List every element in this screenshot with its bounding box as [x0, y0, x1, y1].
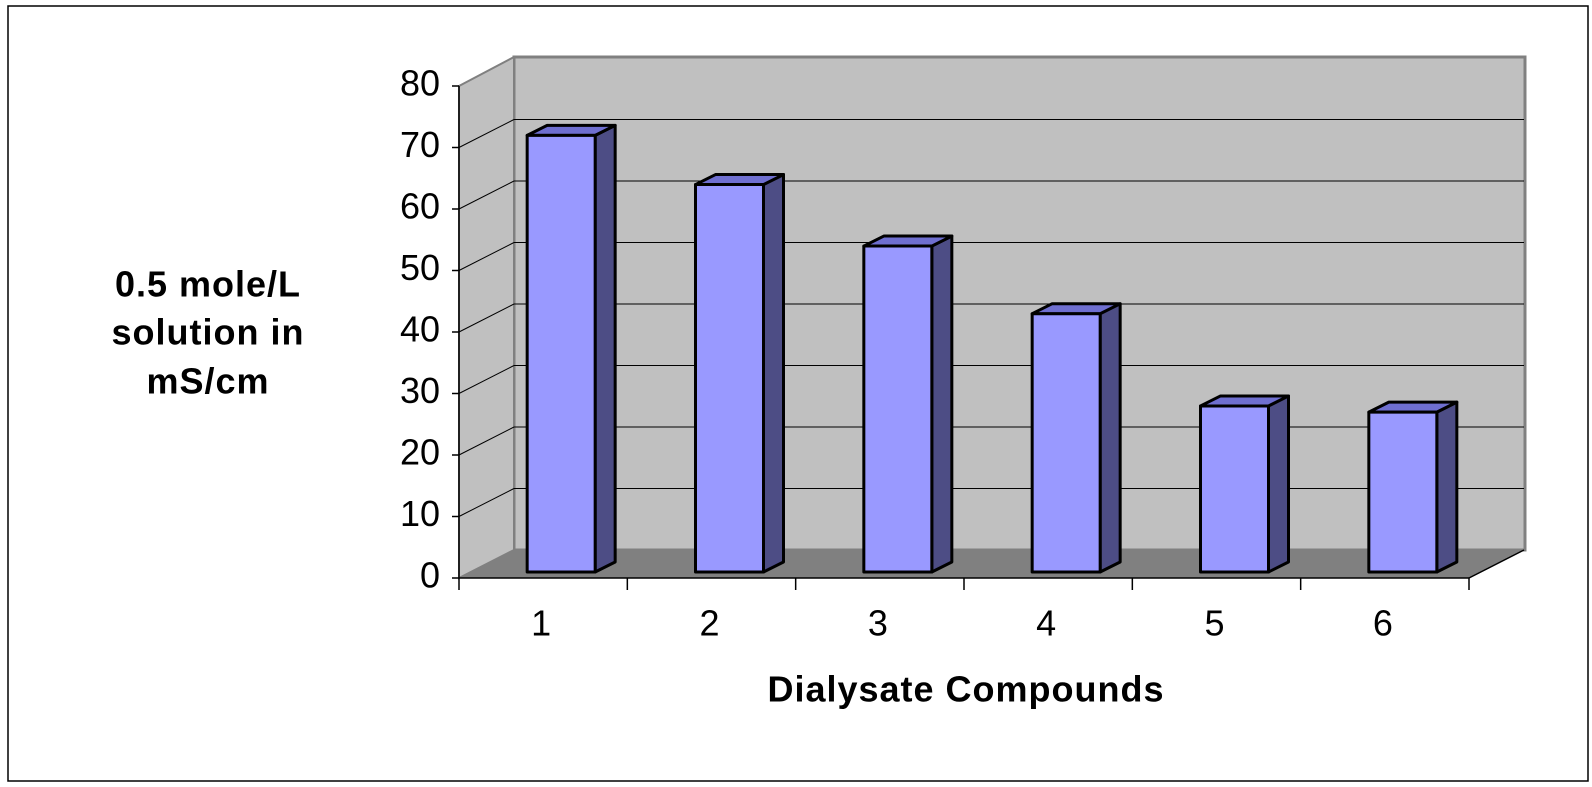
- x-tick-label: 2: [699, 603, 719, 644]
- bar: [1199, 404, 1270, 574]
- grid-line: [458, 303, 515, 333]
- bar-side: [1435, 400, 1459, 574]
- x-axis-depth: [1468, 549, 1525, 579]
- bar-side: [593, 123, 617, 574]
- y-axis-title: mS/cm: [146, 361, 269, 402]
- bar: [1367, 410, 1439, 574]
- y-tick-label: 60: [400, 186, 440, 227]
- y-axis-title: 0.5 mole/L: [115, 264, 301, 305]
- x-tick-label: 4: [1036, 603, 1056, 644]
- y-tick-label: 80: [400, 63, 440, 104]
- y-tick-label: 50: [400, 247, 440, 288]
- bar: [862, 244, 934, 574]
- y-tick-label: 30: [400, 370, 440, 411]
- bar-side: [1098, 302, 1122, 574]
- x-tick-label: 6: [1373, 603, 1393, 644]
- bar-side: [1267, 394, 1290, 574]
- x-tick-label: 5: [1204, 603, 1224, 644]
- y-tick-label: 0: [420, 555, 440, 596]
- y-axis-title: solution in: [112, 312, 305, 353]
- grid-line: [458, 180, 515, 210]
- grid-line: [458, 426, 515, 456]
- grid-line: [458, 488, 515, 517]
- bar: [1030, 312, 1102, 574]
- grid-line: [458, 119, 515, 148]
- bar-side: [930, 234, 954, 574]
- floor: [459, 550, 1525, 578]
- x-tick-label: 1: [531, 603, 551, 644]
- bar: [525, 133, 597, 574]
- x-axis-title: Dialysate Compounds: [767, 669, 1164, 710]
- y-tick-label: 70: [400, 124, 440, 165]
- grid-line: [458, 365, 515, 394]
- grid-line: [458, 242, 515, 271]
- y-tick-label: 20: [400, 432, 440, 473]
- y-tick-label: 40: [400, 309, 440, 350]
- y-tick-label: 10: [400, 493, 440, 534]
- bar: [694, 183, 765, 574]
- bar-side: [762, 173, 785, 574]
- x-tick-label: 3: [868, 603, 888, 644]
